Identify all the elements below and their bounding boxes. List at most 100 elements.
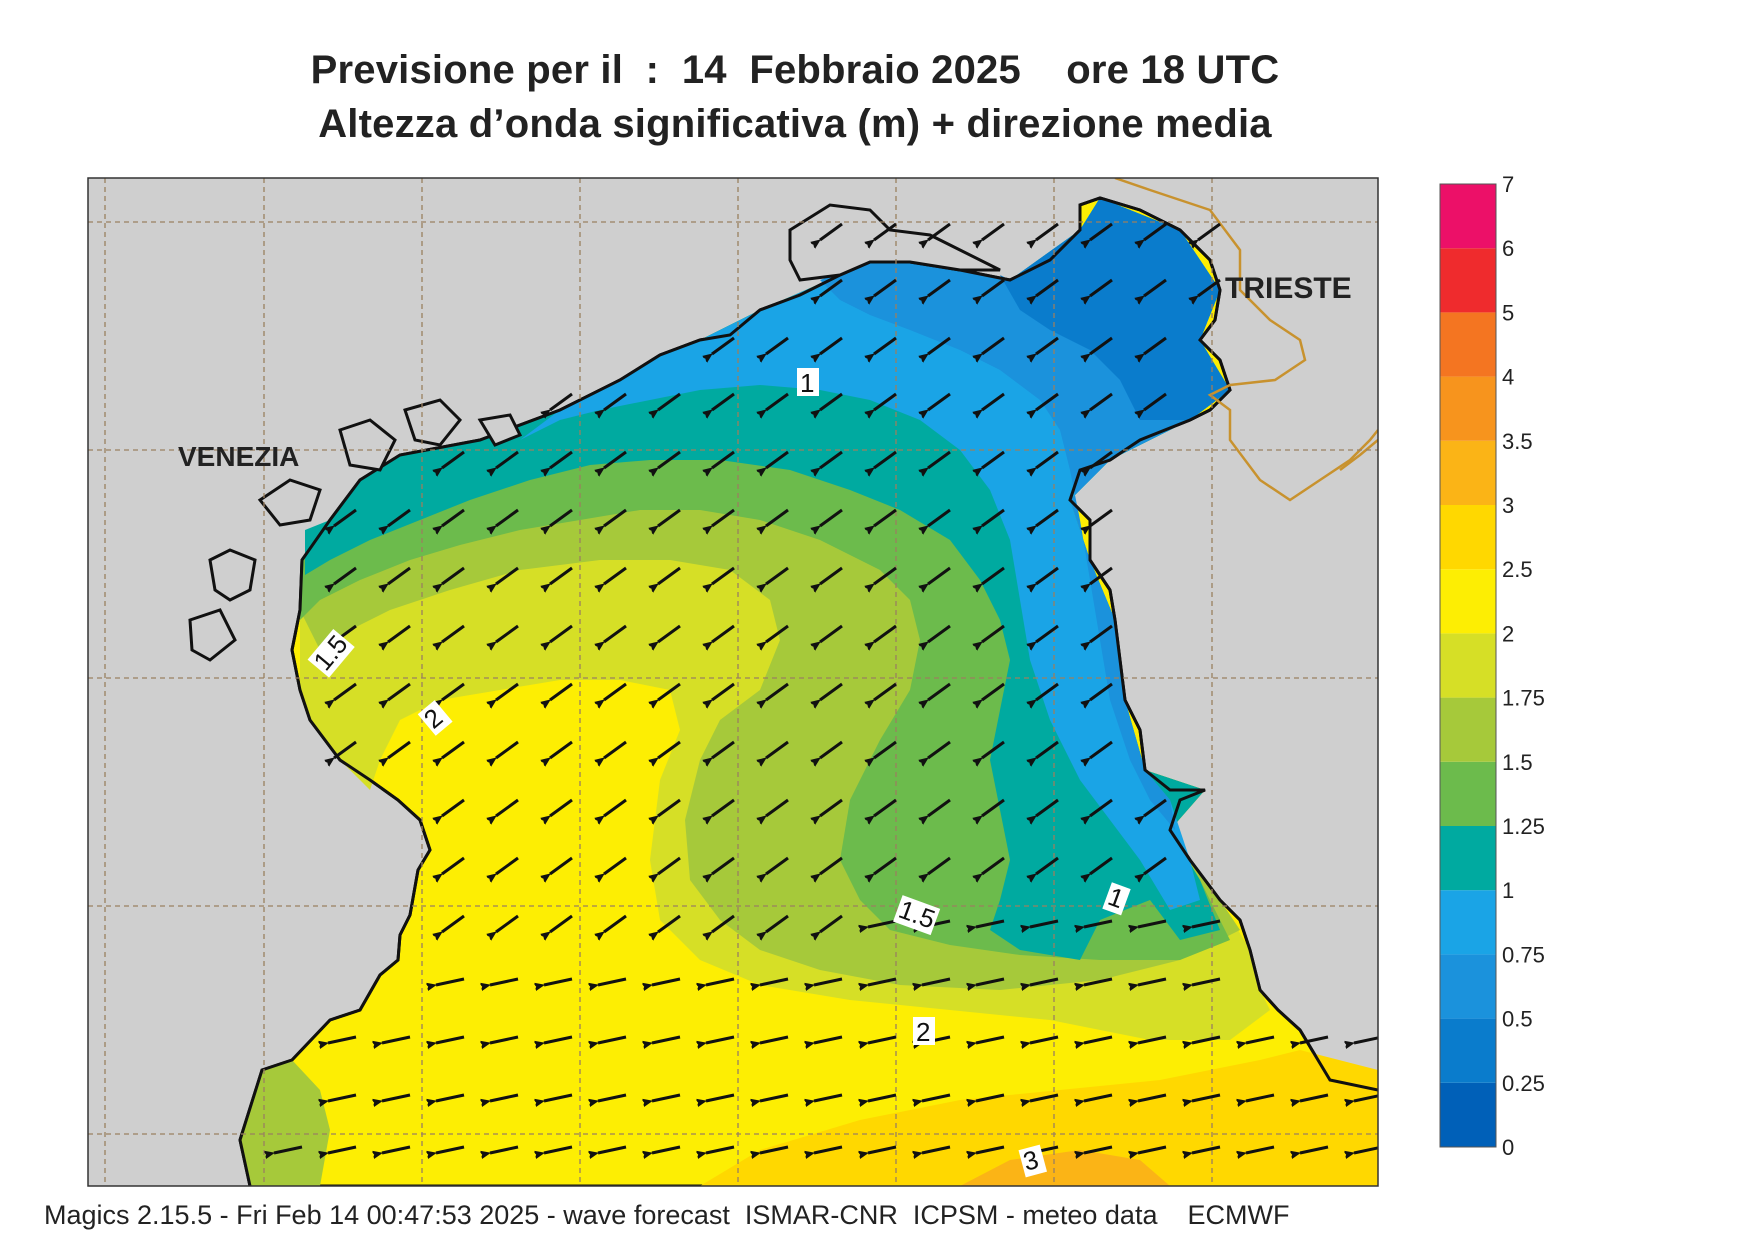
wave-direction-arrow xyxy=(868,919,897,927)
wave-direction-arrow xyxy=(496,798,519,816)
wave-direction-arrow xyxy=(436,1035,465,1043)
wave-direction-arrow xyxy=(550,624,573,642)
wave-direction-arrow xyxy=(382,1093,411,1101)
wave-direction-arrow xyxy=(766,914,789,932)
border-line xyxy=(1114,178,1378,502)
wave-direction-arrow xyxy=(982,798,1005,816)
wave-direction-arrow xyxy=(820,624,843,642)
wave-direction-arrow xyxy=(820,682,843,700)
wave-direction-arrow xyxy=(712,508,735,526)
wave-direction-arrow xyxy=(1144,798,1167,816)
wave-direction-arrow xyxy=(874,450,897,468)
wave-direction-arrow xyxy=(874,740,897,758)
wave-direction-arrow xyxy=(928,566,951,584)
wave-direction-arrow xyxy=(1090,508,1113,526)
wave-direction-arrow xyxy=(706,977,735,985)
colorbar-tick-label: 5 xyxy=(1502,300,1514,325)
wave-direction-arrow xyxy=(496,508,519,526)
wave-direction-arrow xyxy=(604,856,627,874)
wave-direction-arrow xyxy=(928,222,951,240)
wave-direction-arrow xyxy=(1144,392,1167,410)
wave-direction-arrow xyxy=(442,740,465,758)
wave-direction-arrow xyxy=(766,624,789,642)
wave-direction-arrow xyxy=(1138,1035,1167,1043)
wave-direction-arrow xyxy=(874,508,897,526)
wave-direction-arrow xyxy=(766,392,789,410)
wave-direction-arrow xyxy=(1192,977,1221,985)
wave-direction-arrow xyxy=(604,566,627,584)
wave-direction-arrow xyxy=(982,450,1005,468)
wave-direction-arrow xyxy=(1300,1093,1329,1101)
wave-direction-arrow xyxy=(766,856,789,874)
wave-direction-arrow xyxy=(550,450,573,468)
wave-direction-arrow xyxy=(1144,278,1167,296)
wave-direction-arrow xyxy=(604,624,627,642)
wave-direction-arrow xyxy=(766,508,789,526)
wave-direction-arrow xyxy=(1036,336,1059,354)
wave-direction-arrow xyxy=(442,856,465,874)
wave-direction-arrow xyxy=(604,740,627,758)
wave-direction-arrow xyxy=(874,682,897,700)
colorbar-tick-label: 7 xyxy=(1502,172,1514,197)
wave-direction-arrow xyxy=(1030,977,1059,985)
wave-direction-arrow xyxy=(598,1145,627,1153)
wave-direction-arrow xyxy=(550,392,573,410)
wave-direction-arrow xyxy=(1144,336,1167,354)
wave-direction-arrow xyxy=(1084,1145,1113,1153)
wave-direction-arrow xyxy=(874,222,897,240)
wave-direction-arrow xyxy=(490,1145,519,1153)
wave-direction-arrow xyxy=(1192,919,1221,927)
wave-direction-arrow xyxy=(706,1093,735,1101)
wave-direction-arrow xyxy=(382,1145,411,1153)
wave-direction-arrow xyxy=(820,336,843,354)
wave-direction-arrow xyxy=(1090,222,1113,240)
wave-direction-arrow xyxy=(712,798,735,816)
wave-direction-arrow xyxy=(976,1035,1005,1043)
wave-direction-arrow xyxy=(1192,1035,1221,1043)
wave-direction-arrow xyxy=(328,1145,357,1153)
wave-direction-arrow xyxy=(1036,856,1059,874)
wave-direction-arrow xyxy=(1036,392,1059,410)
wave-direction-arrow xyxy=(496,566,519,584)
wave-direction-arrow xyxy=(1090,798,1113,816)
footer-credits: Magics 2.15.5 - Fri Feb 14 00:47:53 2025… xyxy=(44,1200,1290,1230)
wave-direction-arrow xyxy=(1090,450,1113,468)
wave-direction-arrow xyxy=(712,740,735,758)
city-label-venezia: VENEZIA xyxy=(178,441,299,472)
wave-direction-arrow xyxy=(658,624,681,642)
wave-direction-arrow xyxy=(658,740,681,758)
wave-direction-arrow xyxy=(1198,278,1221,296)
wave-direction-arrow xyxy=(1036,682,1059,700)
wave-direction-arrow xyxy=(442,914,465,932)
wave-direction-arrow xyxy=(814,1035,843,1043)
wave-direction-arrow xyxy=(868,1035,897,1043)
wave-direction-arrow xyxy=(868,1145,897,1153)
wave-direction-arrow xyxy=(820,566,843,584)
wave-direction-arrow xyxy=(712,566,735,584)
colorbar-swatch xyxy=(1440,697,1496,762)
wave-direction-arrow xyxy=(982,740,1005,758)
wave-direction-arrow xyxy=(388,624,411,642)
wave-direction-arrow xyxy=(442,682,465,700)
colorbar-swatch xyxy=(1440,569,1496,634)
wave-direction-arrow xyxy=(1084,977,1113,985)
wave-direction-arrow xyxy=(334,740,357,758)
venice-lagoon xyxy=(188,398,523,662)
wave-direction-arrow xyxy=(922,1145,951,1153)
wave-direction-arrow xyxy=(1036,740,1059,758)
wave-direction-arrow xyxy=(1144,222,1167,240)
wave-direction-arrow xyxy=(550,740,573,758)
wave-direction-arrow xyxy=(928,336,951,354)
wave-direction-arrow xyxy=(334,682,357,700)
title-line-2: Altezza d’onda significativa (m) + direz… xyxy=(318,102,1272,146)
wave-direction-arrow xyxy=(712,450,735,468)
wave-direction-arrow xyxy=(1246,1093,1275,1101)
wave-direction-arrow xyxy=(760,977,789,985)
wave-direction-arrow xyxy=(1138,1145,1167,1153)
wave-direction-arrow xyxy=(1192,1145,1221,1153)
wave-direction-arrow xyxy=(1090,740,1113,758)
wave-direction-arrow xyxy=(1030,1035,1059,1043)
wave-direction-arrow xyxy=(928,798,951,816)
wave-direction-arrow xyxy=(1090,624,1113,642)
